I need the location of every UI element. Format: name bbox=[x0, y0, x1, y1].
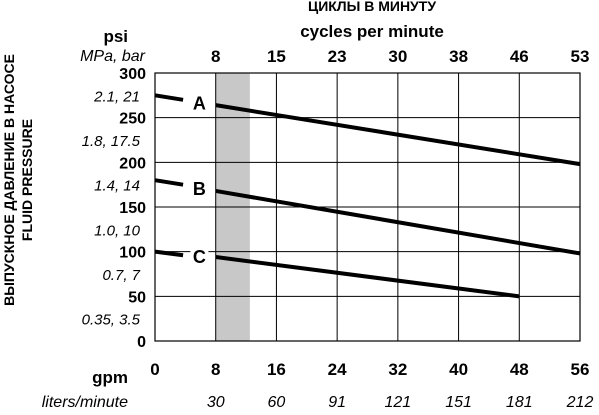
top-axis-title-ru: ЦИКЛЫ В МИНУТУ bbox=[308, 0, 436, 14]
left-axis-unit-psi: psi bbox=[103, 27, 128, 46]
bottom-axis-unit-lpm: liters/minute bbox=[42, 394, 128, 411]
series-label-background bbox=[190, 247, 209, 268]
bottom-axis-unit-gpm: gpm bbox=[92, 368, 128, 387]
series-line-a bbox=[215, 103, 581, 167]
x-top-tick-label-cycles: 38 bbox=[449, 47, 468, 66]
series-lead-in-b bbox=[154, 178, 184, 187]
series-label-background bbox=[190, 178, 209, 199]
y-tick-label-mpa-bar: 1.4, 14 bbox=[94, 178, 140, 195]
x-tick-label-lpm: 121 bbox=[385, 394, 412, 411]
y-tick-label-mpa-bar: 0.7, 7 bbox=[102, 267, 140, 284]
y-tick-label-psi: 0 bbox=[137, 334, 146, 351]
left-axis-title-en: FLUID PRESSURE bbox=[19, 119, 35, 241]
y-tick-label-psi: 300 bbox=[119, 66, 146, 83]
plot-frame bbox=[154, 72, 581, 342]
x-top-tick-label-cycles: 53 bbox=[571, 47, 590, 66]
series-label-a: A bbox=[193, 93, 206, 113]
x-top-tick-label-cycles: 23 bbox=[328, 47, 347, 66]
y-tick-label-psi: 200 bbox=[119, 155, 146, 172]
series-label-c: C bbox=[193, 247, 206, 267]
x-tick-label-gpm: 0 bbox=[150, 360, 159, 379]
y-tick-label-psi: 100 bbox=[119, 245, 146, 262]
series-line-b bbox=[215, 188, 581, 256]
x-tick-label-gpm: 16 bbox=[267, 360, 286, 379]
x-tick-label-lpm: 91 bbox=[328, 394, 346, 411]
series-label-background bbox=[190, 93, 209, 114]
x-tick-label-gpm: 56 bbox=[571, 360, 590, 379]
left-axis-unit-mpa-bar: MPa, bar bbox=[80, 48, 146, 65]
left-axis-title-ru: ВЫПУСКНОЕ ДАВЛЕНИЕ В НАСОСЕ bbox=[1, 54, 17, 306]
y-tick-label-mpa-bar: 1.8, 17.5 bbox=[82, 133, 141, 150]
y-tick-label-mpa-bar: 0.35, 3.5 bbox=[82, 312, 141, 329]
x-top-tick-label-cycles: 8 bbox=[211, 47, 220, 66]
x-tick-label-gpm: 24 bbox=[328, 360, 347, 379]
y-tick-label-psi: 150 bbox=[119, 200, 146, 217]
x-tick-label-lpm: 212 bbox=[566, 394, 594, 411]
x-tick-label-lpm: 181 bbox=[506, 394, 533, 411]
x-top-tick-label-cycles: 46 bbox=[510, 47, 529, 66]
y-tick-label-psi: 50 bbox=[128, 289, 146, 306]
y-tick-label-psi: 250 bbox=[119, 111, 146, 128]
x-top-tick-label-cycles: 30 bbox=[388, 47, 407, 66]
x-tick-label-lpm: 151 bbox=[445, 394, 472, 411]
x-tick-label-gpm: 32 bbox=[388, 360, 407, 379]
x-tick-label-gpm: 48 bbox=[510, 360, 529, 379]
x-tick-label-lpm: 30 bbox=[207, 394, 225, 411]
x-top-tick-label-cycles: 15 bbox=[267, 47, 286, 66]
series-line-c bbox=[215, 255, 520, 299]
x-tick-label-gpm: 40 bbox=[449, 360, 468, 379]
x-tick-label-gpm: 8 bbox=[211, 360, 220, 379]
x-tick-label-lpm: 60 bbox=[268, 394, 286, 411]
series-label-b: B bbox=[193, 179, 206, 199]
y-tick-label-mpa-bar: 2.1, 21 bbox=[93, 88, 140, 105]
series-lead-in-c bbox=[154, 249, 184, 258]
y-tick-label-mpa-bar: 1.0, 10 bbox=[94, 222, 141, 239]
series-lead-in-a bbox=[154, 93, 184, 102]
top-axis-title-en: cycles per minute bbox=[300, 22, 444, 41]
